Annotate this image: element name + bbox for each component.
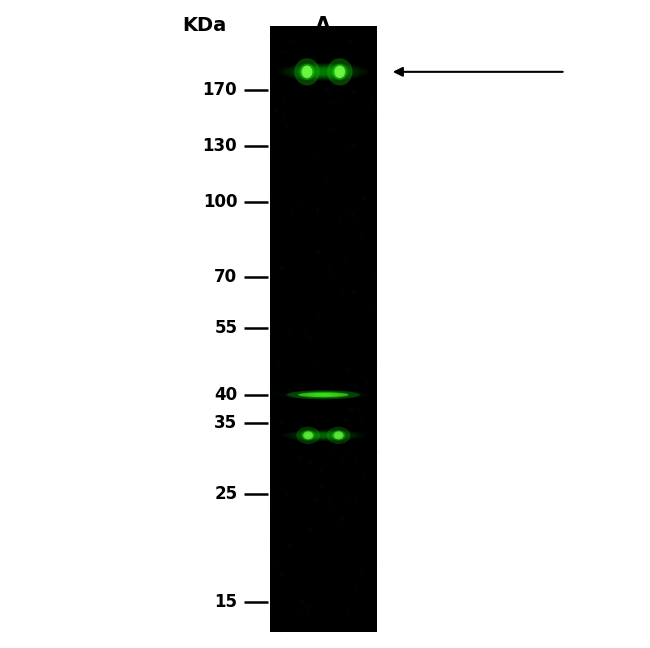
Ellipse shape: [304, 67, 343, 77]
Ellipse shape: [335, 67, 345, 76]
Ellipse shape: [313, 433, 334, 438]
Ellipse shape: [334, 65, 345, 78]
Ellipse shape: [337, 69, 342, 75]
Ellipse shape: [337, 434, 341, 437]
Ellipse shape: [335, 432, 343, 439]
Ellipse shape: [316, 393, 331, 397]
Ellipse shape: [320, 393, 327, 397]
Text: 25: 25: [214, 485, 237, 503]
Text: 15: 15: [214, 593, 237, 610]
Ellipse shape: [301, 430, 315, 441]
Ellipse shape: [327, 58, 352, 86]
Ellipse shape: [300, 66, 346, 78]
Ellipse shape: [298, 393, 348, 397]
Ellipse shape: [294, 58, 320, 86]
Ellipse shape: [300, 64, 315, 80]
Ellipse shape: [332, 430, 346, 441]
Ellipse shape: [312, 393, 335, 397]
Ellipse shape: [327, 426, 350, 444]
Text: 130: 130: [203, 137, 237, 156]
Ellipse shape: [308, 393, 339, 397]
Ellipse shape: [312, 67, 335, 76]
Text: A: A: [315, 16, 331, 36]
Ellipse shape: [306, 434, 310, 437]
Ellipse shape: [302, 65, 313, 78]
Ellipse shape: [308, 67, 339, 76]
Ellipse shape: [285, 64, 361, 80]
Ellipse shape: [302, 432, 344, 439]
Text: 40: 40: [214, 386, 237, 404]
Text: 55: 55: [214, 319, 237, 336]
Bar: [270, 26, 377, 632]
Ellipse shape: [289, 64, 358, 79]
Ellipse shape: [298, 391, 349, 398]
Ellipse shape: [333, 432, 344, 439]
Ellipse shape: [306, 432, 341, 439]
Text: 170: 170: [203, 80, 237, 98]
Ellipse shape: [316, 68, 331, 76]
Ellipse shape: [302, 67, 311, 76]
Ellipse shape: [296, 426, 320, 444]
Ellipse shape: [332, 64, 347, 80]
Ellipse shape: [287, 390, 360, 399]
Ellipse shape: [320, 69, 327, 75]
Ellipse shape: [309, 432, 337, 439]
Text: 100: 100: [203, 192, 237, 211]
Ellipse shape: [293, 65, 354, 79]
Ellipse shape: [317, 433, 330, 438]
Text: KDa: KDa: [183, 16, 227, 36]
Ellipse shape: [303, 432, 313, 439]
Ellipse shape: [320, 434, 327, 437]
Text: 70: 70: [214, 268, 237, 286]
Text: 35: 35: [214, 414, 237, 432]
Ellipse shape: [304, 432, 312, 439]
Ellipse shape: [295, 431, 352, 440]
Ellipse shape: [315, 393, 333, 396]
Ellipse shape: [297, 65, 350, 78]
Ellipse shape: [307, 393, 340, 397]
Ellipse shape: [299, 431, 348, 439]
Ellipse shape: [305, 69, 309, 75]
